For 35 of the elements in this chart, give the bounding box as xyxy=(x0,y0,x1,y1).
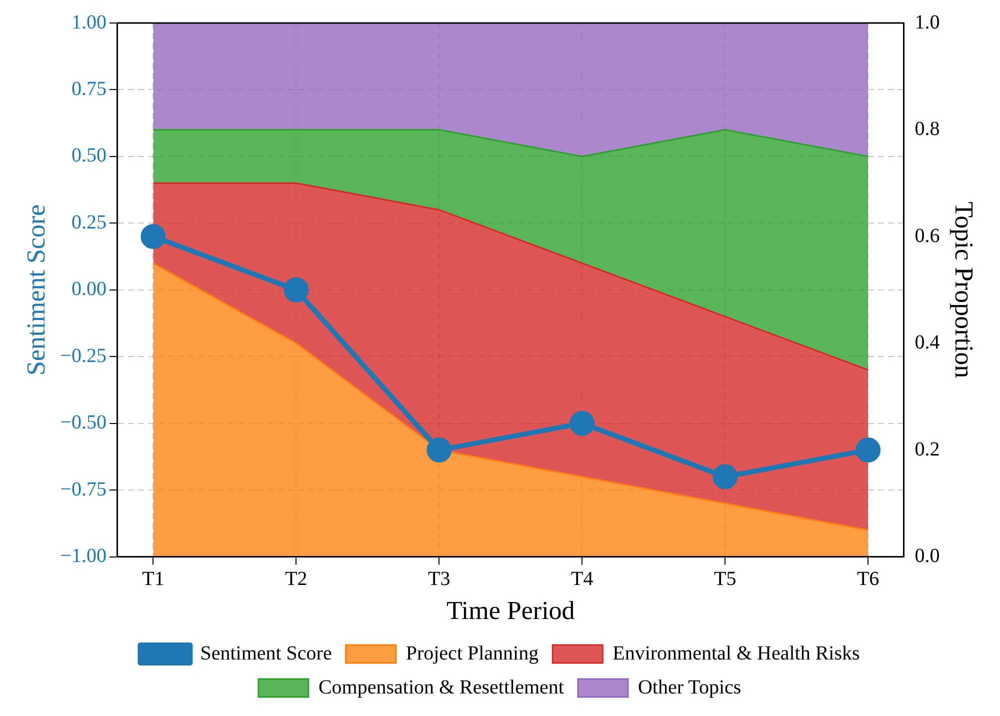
point xyxy=(140,224,166,250)
x-axis-title: Time Period xyxy=(446,596,575,626)
y-tick-label: 0.25 xyxy=(71,211,106,234)
y-tick-label: 0.00 xyxy=(71,278,106,300)
y-tick-label: −0.75 xyxy=(60,478,106,500)
x-tick-label: T2 xyxy=(285,568,308,590)
point xyxy=(712,464,738,490)
legend-label: Environmental & Health Risks xyxy=(612,642,860,664)
y2-axis-title: Topic Proportion xyxy=(950,202,979,378)
y-axis-title: Sentiment Score xyxy=(21,204,50,376)
y2-tick-label: 0.6 xyxy=(914,224,940,247)
y-tick-label: 0.50 xyxy=(71,144,106,167)
y2-tick-label: 0.2 xyxy=(914,438,940,460)
legend-label: Project Planning xyxy=(406,642,539,664)
point xyxy=(426,438,452,463)
point xyxy=(284,277,309,302)
y2-tick-label: 1.0 xyxy=(914,11,940,34)
legend-label: Compensation & Resettlement xyxy=(318,676,564,698)
y-tick-label: −0.25 xyxy=(60,344,106,367)
y2-tick-label: 0.8 xyxy=(914,118,940,140)
legend-label: Sentiment Score xyxy=(200,642,332,664)
y-tick-label: −0.50 xyxy=(60,412,106,434)
point xyxy=(570,410,595,436)
x-tick-label: T4 xyxy=(571,568,594,590)
y2-tick-label: 0.0 xyxy=(914,545,940,568)
x-tick-label: T3 xyxy=(428,568,450,590)
x-tick-label: T5 xyxy=(714,568,736,590)
x-tick-label: T6 xyxy=(856,568,880,590)
legend-label: Other Topics xyxy=(638,676,742,698)
y-tick-label: −1.00 xyxy=(60,545,106,568)
point xyxy=(856,438,881,463)
y2-tick-label: 0.4 xyxy=(914,332,940,354)
x-tick-label: T1 xyxy=(142,568,164,590)
y-tick-label: 1.00 xyxy=(71,11,106,34)
y-tick-label: 0.75 xyxy=(71,78,106,100)
